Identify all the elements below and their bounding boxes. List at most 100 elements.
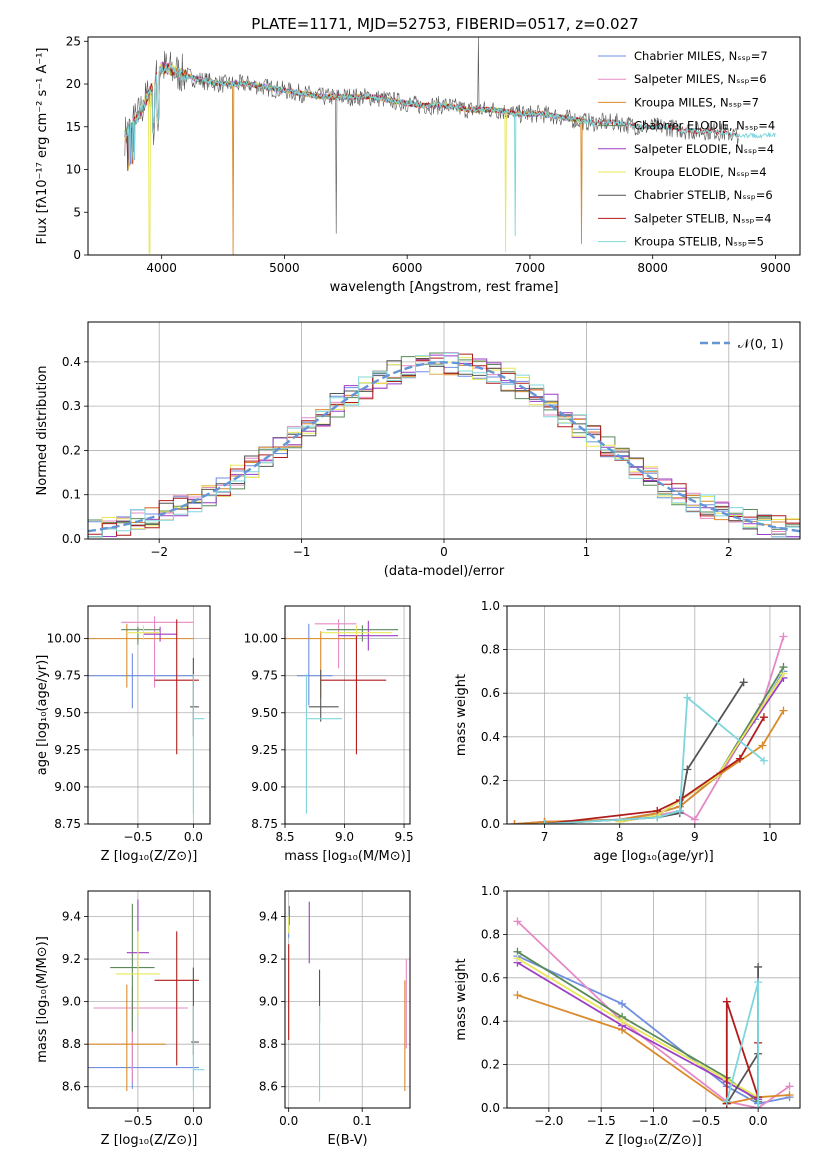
legend-entry: Chabrier MILES, Nₛₛₚ=7 <box>634 49 768 63</box>
weight-marker-kroupa_elodie <box>618 1017 627 1026</box>
weight-line-chabrier_miles <box>514 670 785 824</box>
axes-frame <box>506 605 801 825</box>
weight-marker-kroupa_stelib <box>754 1104 763 1108</box>
weight-marker-kroupa_miles <box>785 1090 794 1099</box>
axes-frame <box>87 321 801 540</box>
x-tick-label: 8000 <box>637 261 668 275</box>
errorbars <box>288 901 407 1102</box>
weight-marker-kroupa_stelib <box>683 693 692 702</box>
weight-marker-kroupa_stelib <box>653 813 662 822</box>
x-tick-label: 9 <box>691 830 699 844</box>
weight-line-kroupa_stelib <box>544 695 765 824</box>
x-tick-label: 2 <box>725 545 733 559</box>
weight-line-salpeter_miles <box>514 636 785 824</box>
weight-marker-kroupa_elodie <box>513 954 522 963</box>
histograms <box>88 352 800 538</box>
weight-marker-kroupa_miles <box>510 820 519 824</box>
normal-curve <box>88 361 800 533</box>
y-tick-label: 10.00 <box>47 632 81 646</box>
x-tick-label: 0.0 <box>749 1114 768 1128</box>
y-tick-label: 0.2 <box>481 773 500 787</box>
x-tick-label: 0.0 <box>184 1114 203 1128</box>
legend-entry: 𝒩(0, 1) <box>738 336 784 351</box>
panel-mass_vs_ebv: 0.0 0.1 8.6 8.8 9.0 9.2 9.4 E(B-V) <box>259 890 411 1148</box>
y-tick-label: 5 <box>73 205 81 219</box>
weight-marker-kroupa_miles <box>758 741 767 750</box>
y-tick-label: 0.4 <box>481 730 500 744</box>
panel-age_vs_mass: 8.5 9.0 9.5 8.75 9.00 9.25 9.50 9.75 10.00 mass [… <box>244 605 414 864</box>
weight-marker-salpeter_miles <box>785 1082 794 1091</box>
legend-entry: Salpeter STELIB, Nₛₛₚ=4 <box>634 211 772 225</box>
y-axis-label: age [log₁₀(age/yr)] <box>35 655 50 776</box>
axes-frame <box>506 890 801 1109</box>
spectrum-line-kroupa_stelib <box>124 62 776 237</box>
y-tick-label: 0.4 <box>481 1014 500 1028</box>
y-tick-label: 8.8 <box>62 1037 81 1051</box>
y-tick-label: 20 <box>66 77 81 91</box>
axes-frame <box>284 890 411 1109</box>
panel-age_vs_Z: −0.5 0.0 8.75 9.00 9.25 9.50 9.75 10.00 Z [log₁₀… <box>35 605 211 864</box>
x-tick-label: 0.1 <box>353 1114 372 1128</box>
weight-marker-chabrier_stelib <box>739 678 748 687</box>
weight-line-salpeter_elodie <box>517 961 759 1101</box>
weight-line-kroupa_elodie <box>517 957 759 1098</box>
spectrum-line-chabrier_stelib <box>124 37 739 234</box>
x-tick-label: 9.5 <box>395 830 414 844</box>
axes-frame <box>87 605 211 825</box>
y-tick-label: 0.8 <box>481 643 500 657</box>
y-tick-label: 0.0 <box>481 817 500 831</box>
y-tick-label: 0.0 <box>481 1101 500 1115</box>
legend-entry: Kroupa MILES, Nₛₛₚ=7 <box>634 95 759 109</box>
weight-line-chabrier_elodie <box>517 951 759 1103</box>
weight-marker-chabrier_stelib <box>683 765 692 774</box>
weight-marker-kroupa_elodie <box>779 669 788 678</box>
weight-lines <box>513 917 794 1108</box>
weight-marker-kroupa_stelib <box>759 756 768 765</box>
weight-marker-kroupa_stelib <box>754 978 763 987</box>
x-tick-label: 9000 <box>760 261 791 275</box>
y-tick-label: 9.75 <box>251 669 278 683</box>
x-tick-label: −1 <box>293 545 311 559</box>
axes-frame <box>284 605 411 825</box>
x-tick-label: 9.0 <box>335 830 354 844</box>
y-tick-label: 0.6 <box>481 971 500 985</box>
y-tick-label: 10.00 <box>244 632 278 646</box>
x-tick-label: −0.5 <box>123 830 152 844</box>
weight-line-kroupa_miles <box>514 710 785 824</box>
weight-marker-kroupa_miles <box>779 706 788 715</box>
spectrum-line-kroupa_miles <box>124 61 586 255</box>
x-tick-label: 1 <box>583 545 591 559</box>
y-tick-label: 9.25 <box>251 743 278 757</box>
legend-entry: Chabrier ELODIE, Nₛₛₚ=4 <box>634 119 775 133</box>
y-axis-label: mass weight <box>454 674 469 756</box>
y-tick-label: 8.6 <box>62 1080 81 1094</box>
y-tick-label: 25 <box>66 34 81 48</box>
y-tick-label: 9.25 <box>54 743 81 757</box>
x-axis-label: E(B-V) <box>327 1133 367 1148</box>
spectrum-line-chabrier_elodie <box>124 67 586 161</box>
y-tick-label: 1.0 <box>481 884 500 898</box>
y-tick-label: 15 <box>66 120 81 134</box>
y-tick-label: 0.2 <box>62 443 81 457</box>
y-tick-label: 9.4 <box>62 910 81 924</box>
weight-line-salpeter_elodie <box>619 677 785 823</box>
panel-mass_vs_Z: −0.5 0.0 8.6 8.8 9.0 9.2 9.4 Z [log₁₀(Z/Z⊙)] mas… <box>35 890 211 1148</box>
legend-entry: Salpeter ELODIE, Nₛₛₚ=4 <box>634 142 774 156</box>
legend-entry: Chabrier STELIB, Nₛₛₚ=6 <box>634 188 773 202</box>
figure-title: PLATE=1171, MJD=52753, FIBERID=0517, z=0… <box>251 15 638 33</box>
x-axis-label: Z [log₁₀(Z/Z⊙)] <box>605 1133 702 1148</box>
y-axis-label: Flux [fλ10⁻¹⁷ erg cm⁻² s⁻¹ A⁻¹] <box>35 48 50 245</box>
x-tick-label: −2.0 <box>534 1114 563 1128</box>
x-axis-label: Z [log₁₀(Z/Z⊙)] <box>101 1133 198 1148</box>
x-tick-label: 5000 <box>269 261 300 275</box>
y-axis-label: Normed distribution <box>35 366 50 496</box>
y-tick-label: 8.75 <box>251 817 278 831</box>
y-tick-label: 10 <box>66 163 81 177</box>
x-tick-label: 6000 <box>392 261 423 275</box>
spectrum-legend: Chabrier MILES, Nₛₛₚ=7 Salpeter MILES, Nₛ… <box>598 49 775 249</box>
y-tick-label: 9.75 <box>54 669 81 683</box>
y-tick-label: 1.0 <box>481 599 500 613</box>
y-tick-label: 8.6 <box>259 1080 278 1094</box>
y-tick-label: 9.2 <box>259 952 278 966</box>
weight-marker-chabrier_miles <box>618 999 627 1008</box>
